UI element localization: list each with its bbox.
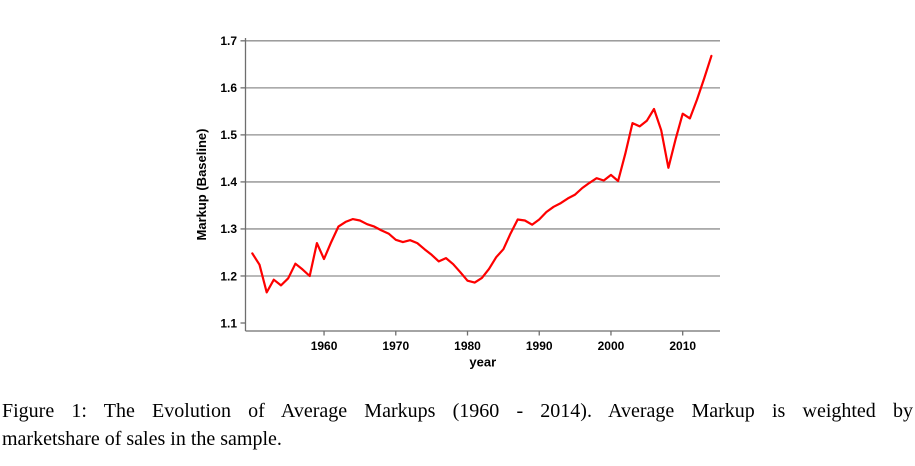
figure-caption: Figure 1: The Evolution of Average Marku… — [2, 397, 913, 453]
y-tick-label-1.7: 1.7 — [220, 34, 237, 48]
figure-caption-line-2: marketshare of sales in the sample. — [2, 428, 282, 450]
x-tick-label-1980: 1980 — [454, 339, 481, 353]
y-tick-label-1.6: 1.6 — [220, 81, 237, 95]
x-tick-label-2010: 2010 — [669, 339, 696, 353]
x-tick-label-1990: 1990 — [526, 339, 553, 353]
markup-line-chart: 1.1 1.2 1.3 1.4 1.5 1.6 1.7 1960 1970 1980 1990 200… — [194, 34, 720, 370]
x-axis-title: year — [469, 355, 496, 370]
figure-caption-line-1: Figure 1: The Evolution of Average Marku… — [2, 400, 913, 422]
markup-series-line — [251, 54, 713, 294]
y-tick-label-1.1: 1.1 — [220, 316, 237, 330]
y-tick-label-1.4: 1.4 — [220, 175, 237, 189]
y-axis-title: Markup (Baseline) — [194, 129, 209, 241]
x-tick-label-2000: 2000 — [598, 339, 625, 353]
y-tick-label-1.5: 1.5 — [220, 128, 237, 142]
y-tick-label-1.2: 1.2 — [220, 269, 237, 283]
y-tick-label-1.3: 1.3 — [220, 222, 237, 236]
x-tick-label-1960: 1960 — [311, 339, 338, 353]
x-tick-label-1970: 1970 — [382, 339, 409, 353]
